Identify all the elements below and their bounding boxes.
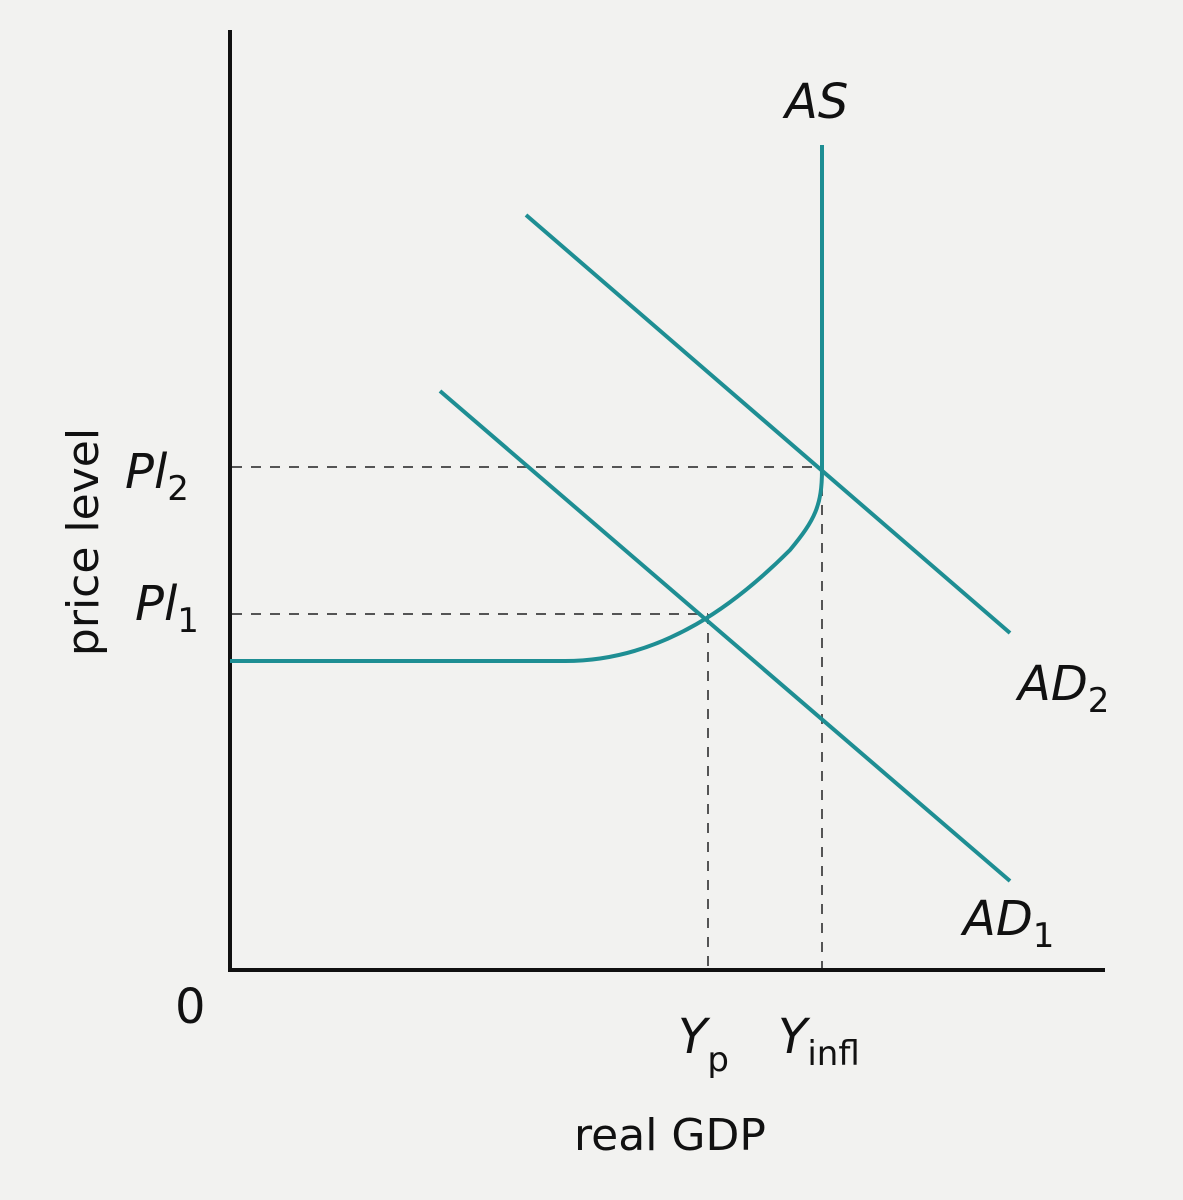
as-label: AS [782,74,848,130]
ad1-curve [438,389,1012,883]
ad1-label: AD1 [960,891,1054,956]
ad2-label: AD2 [1015,656,1109,721]
y-axis-title: price level [58,428,109,656]
ad2-curve [524,213,1012,635]
pl1-label: Pl1 [135,576,199,641]
yp-label: Yp [678,1009,729,1080]
pl2-label: Pl2 [125,444,189,509]
x-axis-title: real GDP [574,1110,766,1161]
origin-label: 0 [175,979,206,1035]
yinfl-label: Yinfl [778,1009,860,1074]
as-curve [230,145,824,663]
